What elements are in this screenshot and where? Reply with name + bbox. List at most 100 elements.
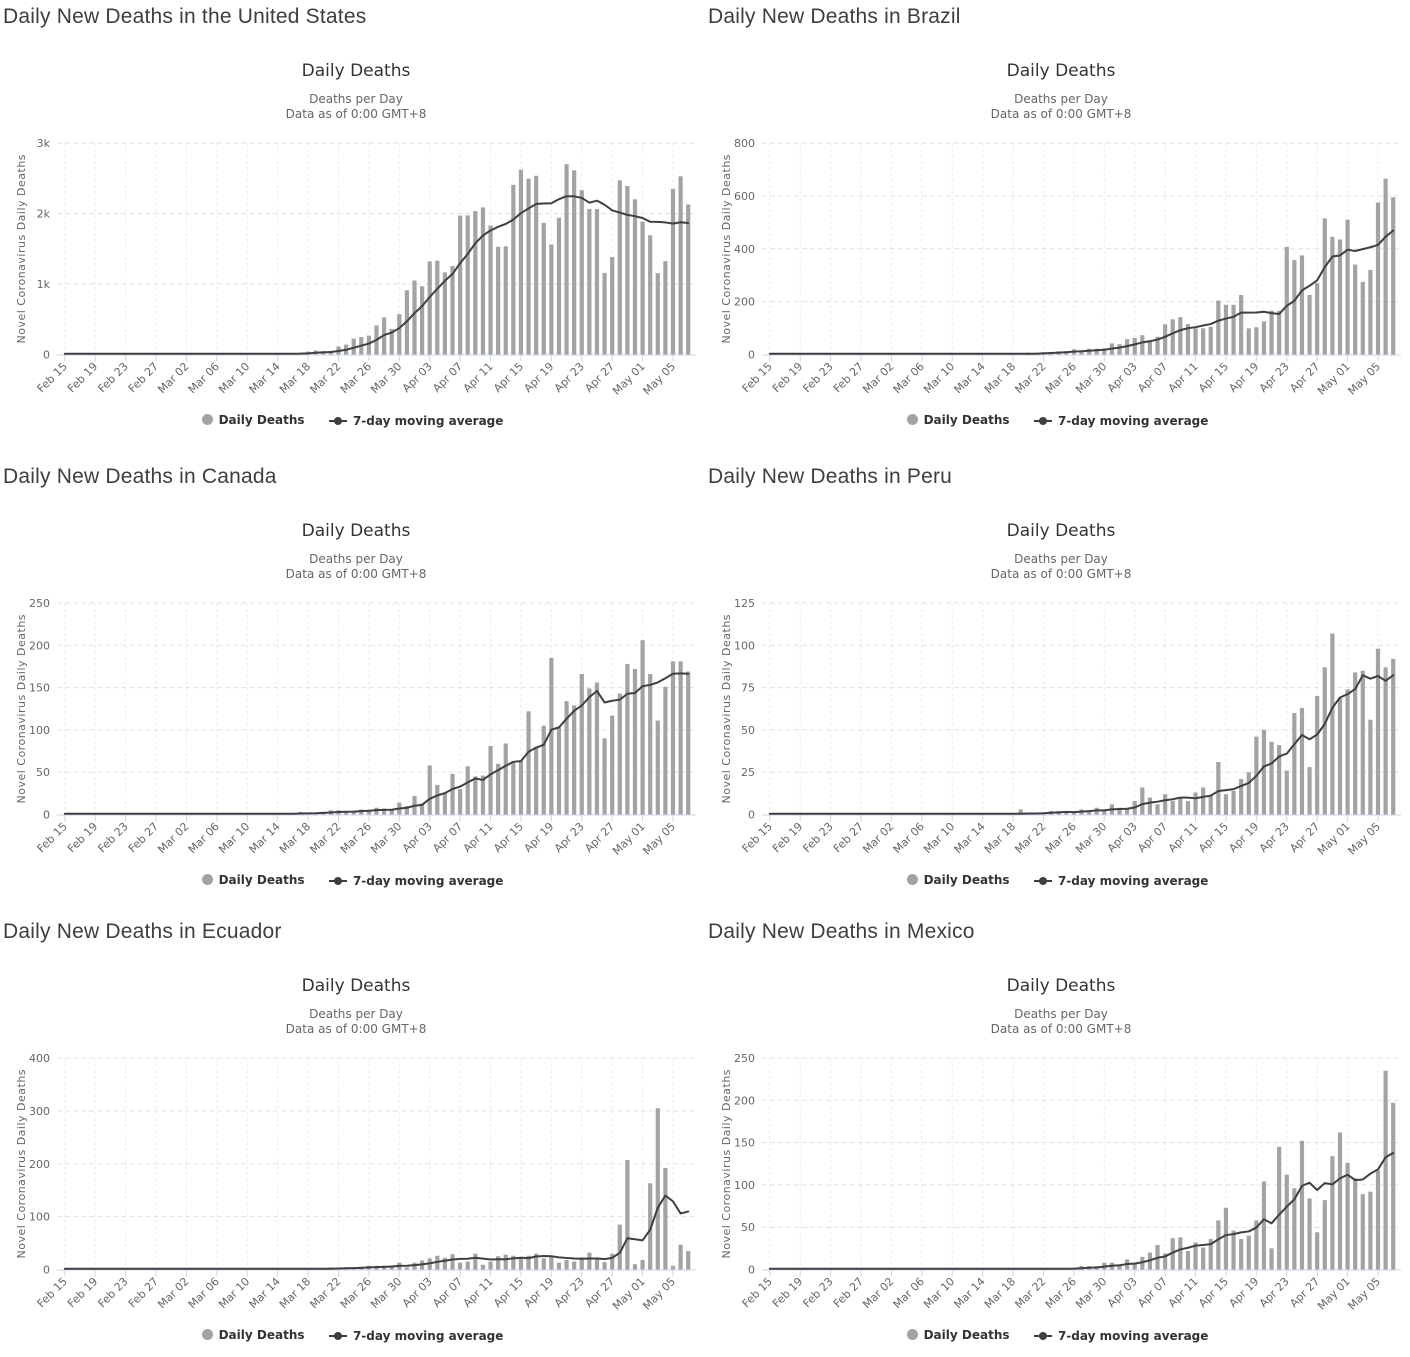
x-axis-label: Mar 22 <box>307 820 343 856</box>
page-title-united-states: Daily New Deaths in the United States <box>3 5 367 28</box>
x-axis-label: Mar 18 <box>982 820 1018 856</box>
x-axis-label: Apr 15 <box>491 1275 526 1310</box>
legend-label-daily-deaths: Daily Deaths <box>923 872 1010 887</box>
x-axis-label: Mar 30 <box>368 360 404 396</box>
x-axis-label: May 05 <box>1345 820 1383 858</box>
x-axis-label: Apr 03 <box>1105 820 1140 855</box>
x-axis-label: Mar 06 <box>891 1275 927 1311</box>
y-axis-label: 75 <box>741 682 755 695</box>
moving-average-marker-icon <box>328 417 347 425</box>
y-axis-label: 0 <box>748 809 755 822</box>
moving-average-line <box>768 674 1395 815</box>
legend-label-daily-deaths: Daily Deaths <box>218 872 305 887</box>
chart-legend: Daily Deaths 7-day moving average <box>0 872 705 890</box>
moving-average-marker-icon <box>1033 1332 1052 1340</box>
chart-title: Daily Deaths <box>1007 976 1116 996</box>
legend-item-moving-average[interactable]: 7-day moving average <box>1033 414 1209 428</box>
x-axis-label: Feb 15 <box>740 1275 775 1310</box>
x-axis-label: Mar 22 <box>1012 1275 1048 1311</box>
x-axis-label: Apr 19 <box>521 360 556 395</box>
x-axis-label: Mar 22 <box>1012 820 1048 856</box>
y-axis-label: 150 <box>29 682 50 695</box>
x-axis-label: Feb 23 <box>95 1275 130 1310</box>
legend-label-daily-deaths: Daily Deaths <box>923 412 1010 427</box>
chart-cell-canada: Daily New Deaths in Canada Daily Deaths D… <box>0 460 705 915</box>
x-axis-label: Mar 02 <box>155 820 191 856</box>
x-axis-label: Apr 23 <box>552 360 587 395</box>
x-axis-label: Feb 15 <box>35 1275 70 1310</box>
x-axis-label: Feb 15 <box>35 820 70 855</box>
legend-item-daily-deaths[interactable]: Daily Deaths <box>906 412 1010 427</box>
legend-item-moving-average[interactable]: 7-day moving average <box>328 874 504 888</box>
x-axis-label: Feb 19 <box>65 1275 100 1310</box>
daily-deaths-bars <box>229 640 691 815</box>
legend-item-daily-deaths[interactable]: Daily Deaths <box>201 872 305 887</box>
y-axis-label: 100 <box>29 724 50 737</box>
x-axis-label: Apr 15 <box>491 360 526 395</box>
x-axis-label: Mar 02 <box>155 360 191 396</box>
y-gridlines <box>762 142 1400 303</box>
x-axis-label: Feb 23 <box>95 820 130 855</box>
x-axis-label: Feb 19 <box>65 820 100 855</box>
chart-title: Daily Deaths <box>302 521 411 541</box>
moving-average-line <box>768 1151 1395 1270</box>
x-axis-label: Mar 06 <box>891 360 927 396</box>
y-axis-label: 400 <box>734 243 755 256</box>
x-axis-label: Feb 15 <box>740 820 775 855</box>
x-axis-label: Apr 11 <box>461 360 496 395</box>
legend-item-moving-average[interactable]: 7-day moving average <box>1033 1329 1209 1343</box>
chart-cell-peru: Daily New Deaths in Peru Daily Deaths Dea… <box>705 460 1410 915</box>
x-axis-label: May 05 <box>1345 1275 1383 1313</box>
y-axis-label: 100 <box>29 1211 50 1224</box>
y-axis-label: 200 <box>29 1158 50 1171</box>
legend-item-moving-average[interactable]: 7-day moving average <box>328 1329 503 1343</box>
y-axis-label: 200 <box>734 1094 755 1107</box>
legend-item-daily-deaths[interactable]: Daily Deaths <box>201 1328 305 1342</box>
x-axis-label: Mar 22 <box>307 360 343 396</box>
moving-average-marker-icon <box>1033 877 1052 885</box>
x-axis-label: Apr 23 <box>1257 360 1292 395</box>
legend-item-daily-deaths[interactable]: Daily Deaths <box>906 1328 1010 1342</box>
y-axis-label: 250 <box>29 597 50 610</box>
x-axis-label: Mar 14 <box>247 1275 283 1311</box>
x-axis-label: Mar 10 <box>216 360 252 396</box>
x-axis-label: Mar 30 <box>368 1275 404 1311</box>
x-axis-label: May 05 <box>640 360 678 398</box>
x-axis-label: Mar 30 <box>1073 1275 1109 1311</box>
legend-label-moving-average: 7-day moving average <box>352 874 504 888</box>
moving-average-marker-icon <box>328 877 347 885</box>
legend-label-moving-average: 7-day moving average <box>1057 1329 1209 1343</box>
y-axis-labels: 0 50 100 150 200 250 <box>734 1052 755 1277</box>
y-gridlines <box>762 1057 1400 1228</box>
x-axis-label: Feb 27 <box>831 820 866 855</box>
x-axis-label: Feb 27 <box>831 360 866 395</box>
y-axis-title: Novel Coronavirus Daily Deaths <box>720 614 733 804</box>
x-axis-label: Apr 23 <box>552 1275 587 1310</box>
x-axis-label: Apr 11 <box>1166 360 1201 395</box>
y-axis-label: 200 <box>734 296 755 309</box>
moving-average-marker-icon <box>328 1332 347 1340</box>
y-axis-title: Novel Coronavirus Daily Deaths <box>720 1069 733 1259</box>
legend-label-moving-average: 7-day moving average <box>1057 414 1209 428</box>
legend-item-daily-deaths[interactable]: Daily Deaths <box>906 872 1010 887</box>
y-axis-label: 300 <box>29 1105 50 1118</box>
x-axis-label: Mar 10 <box>921 820 957 856</box>
y-axis-label: 50 <box>36 766 50 779</box>
x-axis-label: Apr 15 <box>1196 820 1231 855</box>
legend-item-moving-average[interactable]: 7-day moving average <box>1033 874 1208 888</box>
y-axis-label: 50 <box>741 724 755 737</box>
x-axis-label: Mar 18 <box>277 820 313 856</box>
page-title-ecuador: Daily New Deaths in Ecuador <box>3 920 282 943</box>
legend-item-moving-average[interactable]: 7-day moving average <box>328 414 503 428</box>
moving-average-marker-icon <box>1033 417 1052 425</box>
legend-item-daily-deaths[interactable]: Daily Deaths <box>201 413 305 427</box>
chart-legend: Daily Deaths 7-day moving average <box>705 1327 1410 1345</box>
x-gridlines-and-ticks <box>64 1058 674 1277</box>
daily-deaths-marker-icon <box>906 874 918 885</box>
x-axis-label: Apr 15 <box>1196 1275 1231 1310</box>
x-axis-label: Mar 26 <box>338 820 374 856</box>
